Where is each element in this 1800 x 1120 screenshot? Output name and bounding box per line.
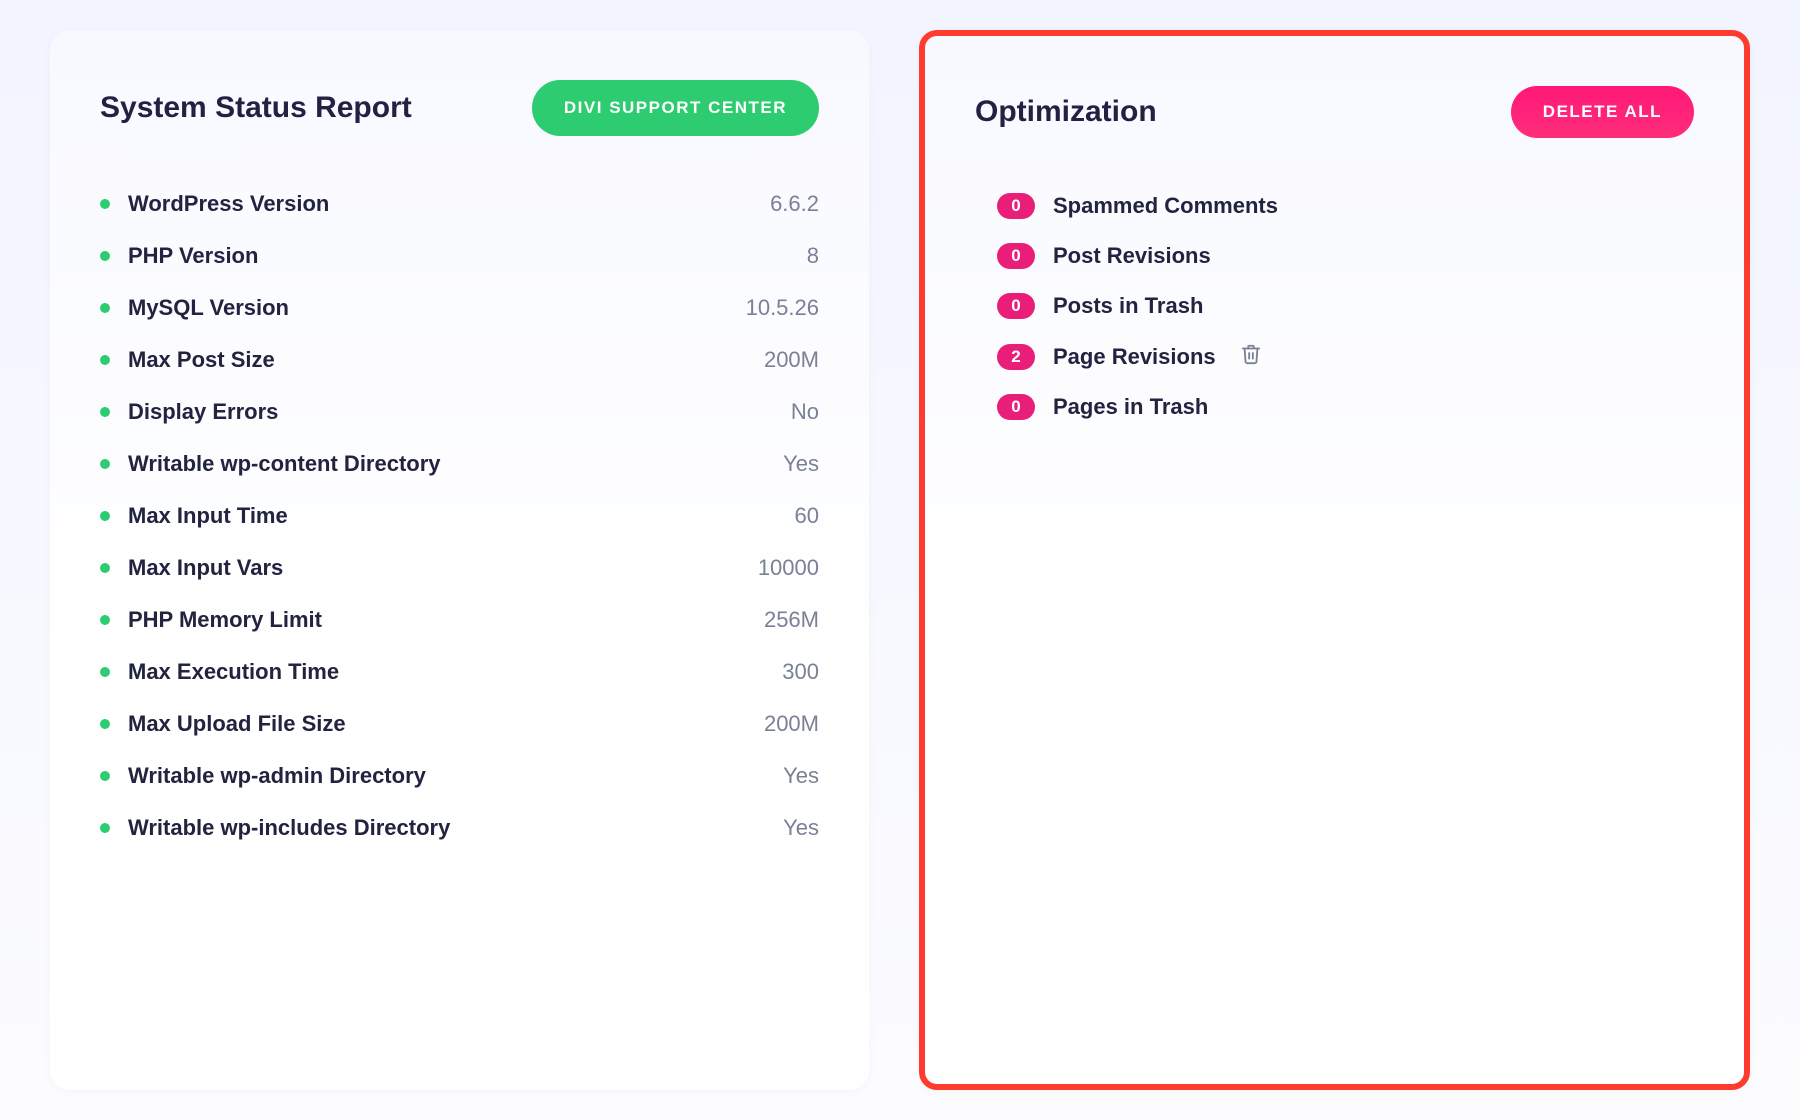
status-label: PHP Version — [128, 243, 258, 269]
status-label: Max Input Vars — [128, 555, 283, 581]
optimization-label: Page Revisions — [1053, 344, 1216, 370]
status-row: Max Input Vars 10000 — [100, 555, 819, 581]
status-value: Yes — [783, 451, 819, 477]
status-row: Writable wp-content Directory Yes — [100, 451, 819, 477]
status-row: MySQL Version 10.5.26 — [100, 295, 819, 321]
system-status-panel: System Status Report DIVI SUPPORT CENTER… — [50, 30, 869, 1090]
trash-icon[interactable] — [1240, 343, 1262, 370]
optimization-row: 2 Page Revisions — [997, 343, 1694, 370]
status-value: 200M — [764, 711, 819, 737]
status-label: WordPress Version — [128, 191, 329, 217]
status-row: Display Errors No — [100, 399, 819, 425]
status-row-left: Max Input Time — [100, 503, 288, 529]
status-value: Yes — [783, 815, 819, 841]
optimization-list: 0 Spammed Comments 0 Post Revisions 0 Po… — [975, 193, 1694, 420]
status-row: PHP Version 8 — [100, 243, 819, 269]
status-row-left: Max Execution Time — [100, 659, 339, 685]
status-dot-icon — [100, 459, 110, 469]
status-dot-icon — [100, 251, 110, 261]
status-dot-icon — [100, 355, 110, 365]
status-row-left: Writable wp-content Directory — [100, 451, 441, 477]
status-value: 10000 — [758, 555, 819, 581]
status-value: No — [791, 399, 819, 425]
system-status-title: System Status Report — [100, 91, 412, 125]
optimization-label: Post Revisions — [1053, 243, 1211, 269]
optimization-row: 0 Post Revisions — [997, 243, 1694, 269]
status-value: 300 — [782, 659, 819, 685]
optimization-label: Pages in Trash — [1053, 394, 1208, 420]
status-row-left: Max Post Size — [100, 347, 275, 373]
status-label: Max Execution Time — [128, 659, 339, 685]
optimization-row: 0 Posts in Trash — [997, 293, 1694, 319]
status-row-left: Display Errors — [100, 399, 278, 425]
status-row-left: Writable wp-admin Directory — [100, 763, 426, 789]
status-dot-icon — [100, 719, 110, 729]
status-dot-icon — [100, 823, 110, 833]
status-row: Max Upload File Size 200M — [100, 711, 819, 737]
status-value: 60 — [795, 503, 819, 529]
status-label: MySQL Version — [128, 295, 289, 321]
status-dot-icon — [100, 303, 110, 313]
status-dot-icon — [100, 615, 110, 625]
status-dot-icon — [100, 563, 110, 573]
status-value: Yes — [783, 763, 819, 789]
status-label: Max Post Size — [128, 347, 275, 373]
count-badge: 2 — [997, 344, 1035, 370]
status-dot-icon — [100, 407, 110, 417]
status-label: Display Errors — [128, 399, 278, 425]
status-row-left: Writable wp-includes Directory — [100, 815, 450, 841]
status-value: 200M — [764, 347, 819, 373]
status-label: Max Input Time — [128, 503, 288, 529]
status-dot-icon — [100, 667, 110, 677]
optimization-label: Posts in Trash — [1053, 293, 1203, 319]
count-badge: 0 — [997, 293, 1035, 319]
optimization-row: 0 Pages in Trash — [997, 394, 1694, 420]
status-label: Writable wp-admin Directory — [128, 763, 426, 789]
status-row-left: MySQL Version — [100, 295, 289, 321]
status-dot-icon — [100, 199, 110, 209]
system-status-list: WordPress Version 6.6.2 PHP Version 8 My… — [100, 191, 819, 841]
optimization-panel: Optimization DELETE ALL 0 Spammed Commen… — [919, 30, 1750, 1090]
count-badge: 0 — [997, 394, 1035, 420]
status-row-left: PHP Version — [100, 243, 258, 269]
status-row: Max Execution Time 300 — [100, 659, 819, 685]
status-row-left: WordPress Version — [100, 191, 329, 217]
status-row-left: PHP Memory Limit — [100, 607, 322, 633]
status-row: Max Post Size 200M — [100, 347, 819, 373]
status-dot-icon — [100, 771, 110, 781]
status-row: Writable wp-includes Directory Yes — [100, 815, 819, 841]
status-value: 256M — [764, 607, 819, 633]
status-value: 10.5.26 — [746, 295, 819, 321]
optimization-title: Optimization — [975, 95, 1157, 129]
status-row: PHP Memory Limit 256M — [100, 607, 819, 633]
status-label: Writable wp-includes Directory — [128, 815, 450, 841]
delete-all-button[interactable]: DELETE ALL — [1511, 86, 1694, 138]
status-label: PHP Memory Limit — [128, 607, 322, 633]
status-row-left: Max Upload File Size — [100, 711, 346, 737]
status-row: WordPress Version 6.6.2 — [100, 191, 819, 217]
optimization-header: Optimization DELETE ALL — [975, 86, 1694, 138]
optimization-label: Spammed Comments — [1053, 193, 1278, 219]
status-value: 6.6.2 — [770, 191, 819, 217]
status-row: Max Input Time 60 — [100, 503, 819, 529]
status-label: Max Upload File Size — [128, 711, 346, 737]
status-label: Writable wp-content Directory — [128, 451, 441, 477]
status-value: 8 — [807, 243, 819, 269]
count-badge: 0 — [997, 193, 1035, 219]
optimization-row: 0 Spammed Comments — [997, 193, 1694, 219]
system-status-header: System Status Report DIVI SUPPORT CENTER — [100, 80, 819, 136]
status-row: Writable wp-admin Directory Yes — [100, 763, 819, 789]
divi-support-center-button[interactable]: DIVI SUPPORT CENTER — [532, 80, 819, 136]
status-row-left: Max Input Vars — [100, 555, 283, 581]
count-badge: 0 — [997, 243, 1035, 269]
status-dot-icon — [100, 511, 110, 521]
